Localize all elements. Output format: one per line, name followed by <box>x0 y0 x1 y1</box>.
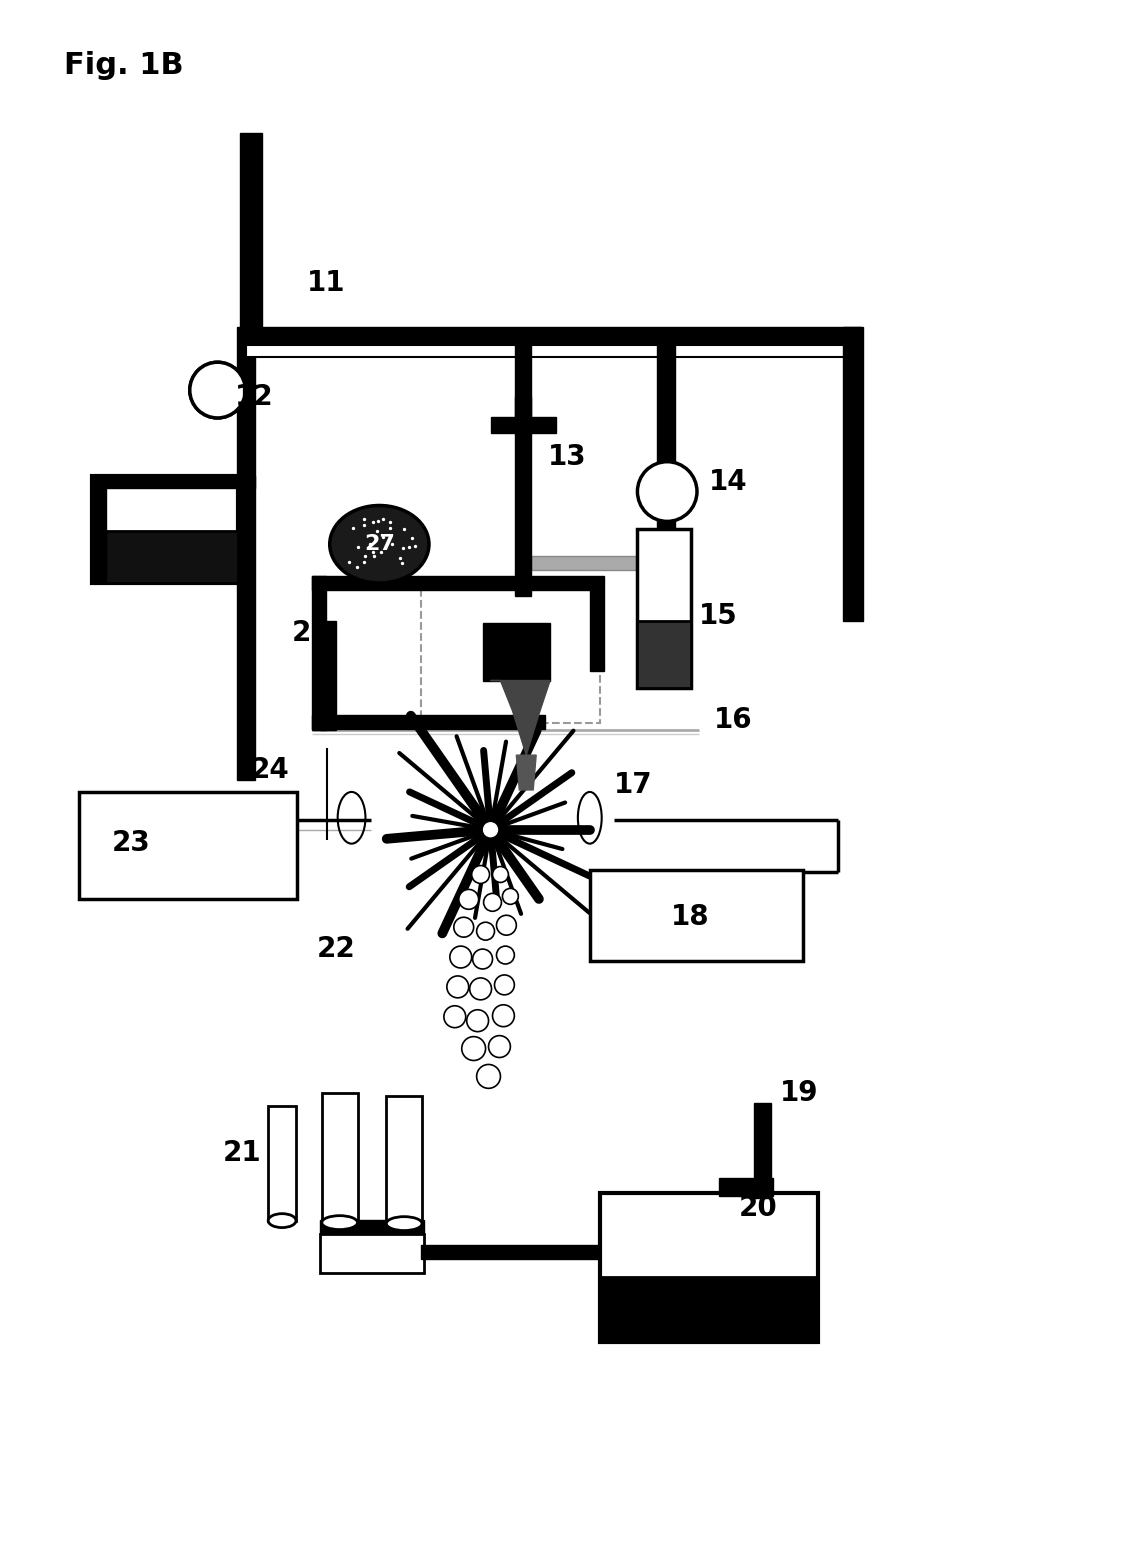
Bar <box>312 715 545 729</box>
Bar <box>843 327 863 620</box>
Bar <box>590 869 803 961</box>
Bar <box>421 589 600 723</box>
Bar <box>247 346 855 357</box>
Bar <box>600 1193 818 1341</box>
Ellipse shape <box>386 1217 422 1231</box>
Circle shape <box>477 922 495 939</box>
Text: 21: 21 <box>222 1139 261 1167</box>
Bar <box>92 475 256 488</box>
Ellipse shape <box>330 505 429 583</box>
Bar <box>320 620 335 731</box>
Bar <box>657 330 675 494</box>
Bar <box>515 397 531 597</box>
Bar <box>754 1103 772 1198</box>
Text: 22: 22 <box>316 935 356 963</box>
Bar <box>92 475 238 583</box>
Circle shape <box>472 949 493 969</box>
Polygon shape <box>516 756 536 790</box>
Circle shape <box>637 461 697 522</box>
Circle shape <box>470 978 491 1000</box>
Circle shape <box>496 915 516 935</box>
Circle shape <box>467 1010 488 1031</box>
Bar <box>590 576 604 670</box>
Circle shape <box>493 866 508 882</box>
Bar <box>240 134 263 327</box>
Text: 26: 26 <box>504 642 542 670</box>
Bar <box>322 1094 358 1223</box>
Bar <box>531 556 643 570</box>
Circle shape <box>484 823 497 837</box>
Text: 27: 27 <box>364 534 395 555</box>
Bar <box>600 1278 818 1341</box>
Bar <box>312 576 325 731</box>
Bar <box>515 330 531 421</box>
Circle shape <box>447 975 469 997</box>
Circle shape <box>459 890 479 910</box>
Text: 24: 24 <box>250 756 289 784</box>
Bar <box>238 327 256 781</box>
Bar <box>647 1193 661 1260</box>
Text: 18: 18 <box>671 904 710 932</box>
Circle shape <box>450 946 471 968</box>
Bar <box>320 1234 424 1273</box>
Bar <box>482 623 550 681</box>
Bar <box>657 491 675 620</box>
Bar <box>268 1106 296 1220</box>
Bar <box>240 327 861 346</box>
Circle shape <box>493 1005 514 1027</box>
Bar <box>312 576 590 590</box>
Text: 12: 12 <box>234 383 273 411</box>
Circle shape <box>477 1064 500 1089</box>
Circle shape <box>484 893 502 911</box>
Text: 19: 19 <box>781 1080 819 1108</box>
Text: 23: 23 <box>111 829 150 857</box>
Bar <box>386 1097 422 1223</box>
Text: 17: 17 <box>614 771 652 799</box>
Bar <box>637 530 691 689</box>
Text: 20: 20 <box>738 1193 778 1221</box>
Circle shape <box>495 975 514 996</box>
Bar <box>79 791 297 899</box>
Bar <box>637 620 691 689</box>
Bar <box>490 418 557 433</box>
Circle shape <box>503 888 518 904</box>
Circle shape <box>462 1036 486 1061</box>
Text: 13: 13 <box>548 442 587 471</box>
Text: 16: 16 <box>714 706 753 734</box>
Bar <box>92 531 238 583</box>
Text: 11: 11 <box>307 268 346 296</box>
Circle shape <box>444 1006 466 1028</box>
Circle shape <box>471 866 489 883</box>
Text: 14: 14 <box>709 467 747 495</box>
Bar <box>320 1220 424 1234</box>
Ellipse shape <box>268 1214 296 1228</box>
Polygon shape <box>490 681 550 756</box>
Circle shape <box>453 918 473 938</box>
Text: Fig. 1B: Fig. 1B <box>64 51 183 81</box>
Bar <box>421 1245 650 1259</box>
Bar <box>92 475 107 583</box>
Circle shape <box>488 1036 511 1058</box>
Bar <box>719 1178 773 1195</box>
Ellipse shape <box>322 1215 358 1229</box>
Circle shape <box>496 946 514 964</box>
Text: 15: 15 <box>699 601 738 629</box>
Circle shape <box>190 363 246 418</box>
Text: 25: 25 <box>292 619 331 647</box>
Circle shape <box>190 363 246 418</box>
